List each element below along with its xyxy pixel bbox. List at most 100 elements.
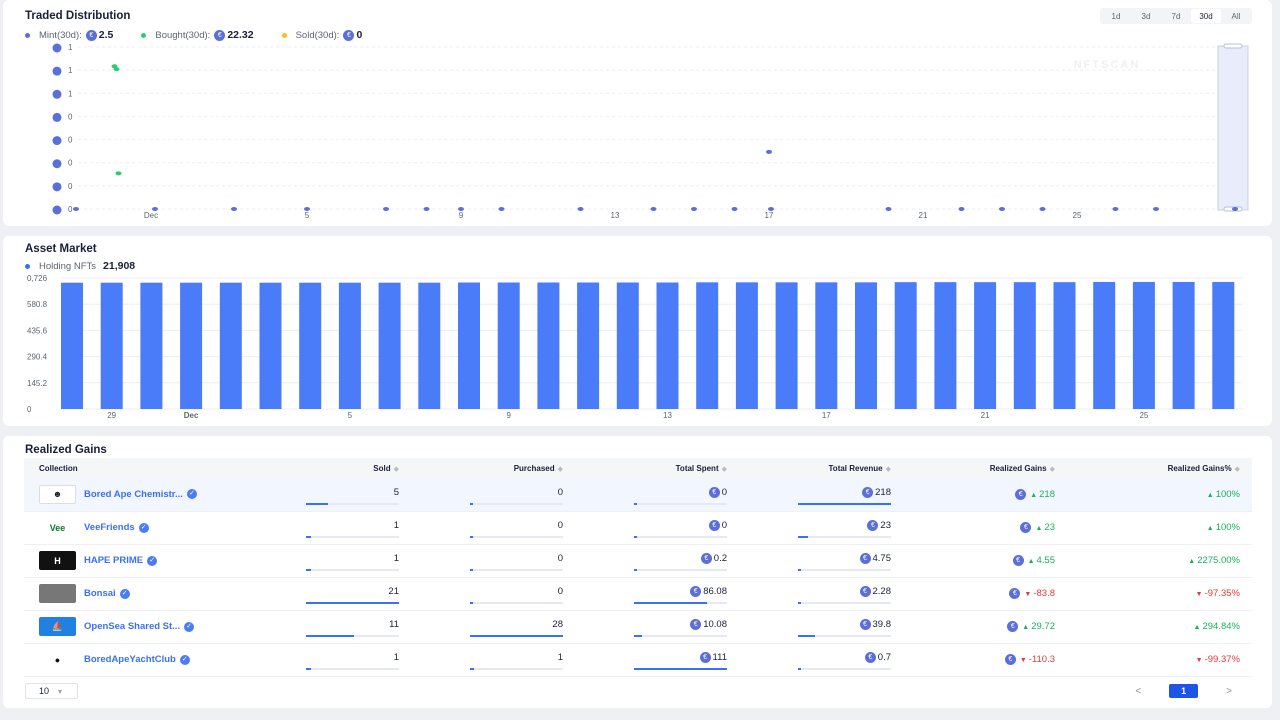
collection-name[interactable]: OpenSea Shared St... [84,621,181,632]
scatter-point[interactable] [958,207,965,211]
bar[interactable] [1212,281,1235,409]
bar[interactable] [696,282,719,409]
collection-cell[interactable]: ☻ Bored Ape Chemistr... ✓ [24,478,270,512]
col-realized-gains-pct[interactable]: Realized Gains% ◆ [1067,458,1252,478]
collection-name[interactable]: Bonsai [84,588,116,599]
scatter-point[interactable] [766,149,772,154]
bar[interactable] [1172,281,1195,409]
scatter-point[interactable] [304,207,310,211]
bar[interactable] [616,282,639,409]
collection-name[interactable]: Bored Ape Chemistr... [84,488,183,500]
table-row[interactable]: Bonsai ✓ 21 0 €86.08 €2.28 € ▼ -83.8 ▼ -97.… [24,577,1252,611]
scatter-point[interactable] [498,207,505,211]
page-1-button[interactable]: 1 [1169,684,1199,698]
scatter-point[interactable] [691,207,697,211]
table-row[interactable]: Vee VeeFriends ✓ 1 0 €0 €23 € ▲ 23 ▲ 100% [24,511,1252,545]
scatter-point[interactable] [152,207,158,211]
bar[interactable] [656,282,679,409]
collection-name[interactable]: HAPE PRIME [84,555,144,566]
bar[interactable] [458,282,480,409]
range-tab-1d[interactable]: 1d [1111,11,1121,21]
scatter-point[interactable] [458,207,464,211]
legend-sold[interactable]: Sold(30d): €0 [281,29,362,41]
bar[interactable] [140,282,163,409]
scatter-point[interactable] [113,67,120,72]
bar[interactable] [537,282,560,409]
collection-cell[interactable]: Bonsai ✓ [24,577,270,611]
col-total-revenue[interactable]: Total Revenue ◆ [739,458,903,478]
scatter-point[interactable] [115,171,122,176]
table-row[interactable]: ☻ Bored Ape Chemistr... ✓ 5 0 €0 €218 € ▲… [24,478,1252,512]
scatter-point[interactable] [1153,207,1159,211]
scatter-point[interactable] [73,207,79,211]
bar[interactable] [378,282,401,409]
bar[interactable] [1093,281,1116,409]
scatter-point[interactable] [731,207,738,211]
legend-mint[interactable]: Mint(30d): €2.5 [25,29,113,41]
eth-icon [52,112,62,122]
next-page-button[interactable]: > [1226,685,1232,697]
bar[interactable] [418,282,441,409]
prev-page-button[interactable]: < [1135,685,1142,697]
scatter-point[interactable] [768,207,774,211]
bar[interactable] [61,282,83,409]
bar[interactable] [100,282,123,409]
collection-name[interactable]: BoredApeYachtClub [84,654,176,665]
zoom-handle-top[interactable] [1223,43,1243,49]
scatter-point[interactable] [423,207,430,211]
scatter-point[interactable] [1112,207,1119,211]
bar[interactable] [735,282,758,409]
range-tab-3d[interactable]: 3d [1141,11,1151,21]
range-tab-all[interactable]: All [1231,11,1241,21]
zoom-slider[interactable] [1217,45,1249,211]
collection-cell[interactable]: ⛵ OpenSea Shared St... ✓ [24,610,270,644]
page-size-select[interactable]: 10 ▼ [25,683,78,699]
bar[interactable] [497,282,520,409]
bar[interactable] [934,282,957,409]
table-row[interactable]: ⛵ OpenSea Shared St... ✓ 11 28 €10.08 €3… [24,610,1252,644]
bar[interactable] [338,282,361,409]
bar[interactable] [815,282,838,409]
scatter-point[interactable] [231,207,237,211]
total-revenue-cell: €39.8 [739,610,903,644]
collection-cell[interactable]: ● BoredApeYachtClub ✓ [24,643,270,677]
legend-bought[interactable]: Bought(30d): €22.32 [141,29,254,41]
bar[interactable] [180,282,203,409]
bar[interactable] [1132,281,1155,409]
bar[interactable] [855,282,877,409]
legend-mint-value: 2.5 [98,29,114,41]
purchased-cell: 1 [411,643,575,677]
col-sold[interactable]: Sold ◆ [270,458,411,478]
bar[interactable] [1053,282,1076,409]
scatter-point[interactable] [885,207,892,211]
collection-cell[interactable]: H HAPE PRIME ✓ [24,544,270,578]
bar[interactable] [577,282,600,409]
scatter-point[interactable] [577,207,584,211]
market-legend[interactable]: Holding NFTs 21,908 [25,260,135,272]
range-tab-7d[interactable]: 7d [1171,11,1181,21]
bar[interactable] [974,282,997,409]
bar[interactable] [299,282,322,409]
realized-gains-card: Realized Gains Collection Sold ◆ Purchase… [3,436,1272,708]
bar[interactable] [1013,282,1036,409]
bar[interactable] [219,282,242,409]
scatter-point[interactable] [1232,207,1238,211]
collection-cell[interactable]: Vee VeeFriends ✓ [24,511,270,545]
scatter-point[interactable] [999,207,1005,211]
range-tab-30d[interactable]: 30d [1191,9,1221,23]
scatter-point[interactable] [1039,207,1046,211]
collection-name[interactable]: VeeFriends [84,522,135,533]
bar[interactable] [259,282,282,409]
bar[interactable] [894,282,917,409]
col-purchased[interactable]: Purchased ◆ [411,458,575,478]
table-row[interactable]: ● BoredApeYachtClub ✓ 1 1 €111 €0.7 € ▼ -1… [24,643,1252,677]
bar[interactable] [775,282,798,409]
purchased-cell: 0 [411,577,575,611]
scatter-point[interactable] [383,207,389,211]
table-row[interactable]: H HAPE PRIME ✓ 1 0 €0.2 €4.75 € ▲ 4.55 ▲ 22… [24,544,1252,578]
col-realized-gains[interactable]: Realized Gains ◆ [903,458,1067,478]
chevron-down-icon: ▼ [56,689,64,696]
realized-gains-pct-cell: ▼ -99.37% [1067,643,1252,677]
scatter-point[interactable] [650,207,657,211]
col-total-spent[interactable]: Total Spent ◆ [575,458,739,478]
